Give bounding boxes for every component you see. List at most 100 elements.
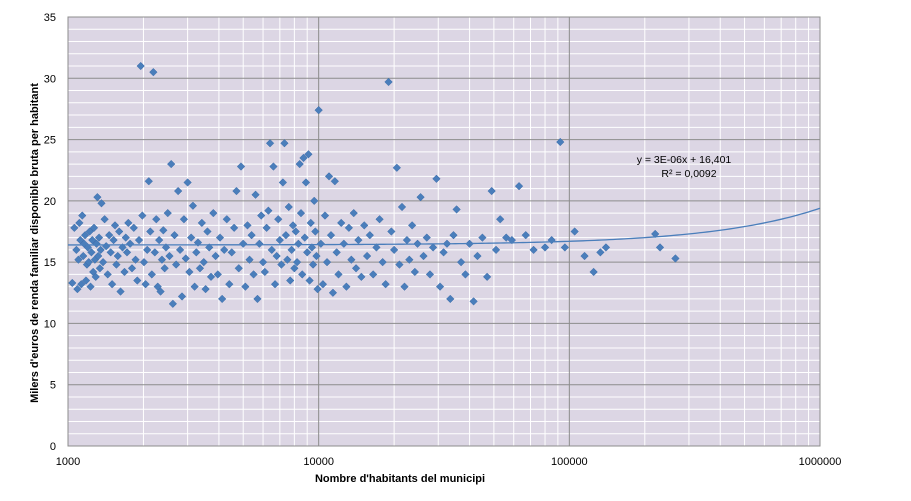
- y-axis-title: Milers d'euros de renda familiar disponi…: [29, 83, 41, 403]
- data-point: [113, 251, 122, 261]
- data-point: [217, 294, 227, 304]
- y-tick-label: 0: [50, 441, 56, 453]
- data-point: [258, 257, 268, 267]
- data-point: [107, 280, 117, 289]
- data-point: [146, 227, 155, 236]
- data-point: [68, 278, 77, 288]
- data-point: [239, 239, 248, 248]
- data-point: [449, 231, 458, 240]
- data-point: [312, 251, 321, 261]
- y-tick-labels: 0 5 10 15 20 25 30 35: [44, 12, 56, 453]
- data-point: [473, 251, 482, 261]
- data-point: [236, 162, 246, 171]
- data-point: [278, 178, 288, 187]
- data-point: [247, 231, 256, 240]
- data-point: [78, 211, 87, 220]
- data-point: [112, 260, 121, 269]
- data-point: [395, 260, 404, 269]
- data-point: [432, 174, 441, 183]
- data-point: [80, 231, 90, 240]
- data-point: [251, 190, 260, 199]
- data-point: [270, 280, 280, 289]
- data-point: [197, 218, 207, 228]
- data-point: [175, 245, 185, 255]
- x-axis-title: Nombre d'habitants del municipi: [315, 473, 485, 485]
- data-point: [400, 282, 409, 291]
- data-point: [192, 248, 201, 257]
- data-point: [160, 264, 169, 273]
- data-point: [253, 294, 262, 304]
- data-point: [213, 270, 222, 279]
- data-point: [446, 294, 455, 304]
- data-point: [109, 235, 118, 245]
- data-point: [264, 206, 273, 215]
- data-point: [286, 276, 295, 285]
- data-point: [229, 223, 239, 232]
- data-point: [262, 223, 271, 232]
- data-point: [124, 218, 133, 228]
- data-point: [389, 245, 399, 255]
- data-point: [337, 218, 346, 228]
- data-point: [288, 221, 298, 230]
- data-point: [144, 177, 153, 186]
- data-point: [381, 280, 390, 289]
- data-point: [188, 201, 198, 210]
- data-point: [171, 260, 181, 269]
- data-point: [369, 270, 378, 279]
- data-point: [126, 239, 135, 248]
- data-point: [136, 61, 145, 71]
- data-point: [384, 77, 393, 87]
- data-point: [507, 235, 517, 245]
- plot-background: [67, 16, 821, 447]
- data-point: [156, 287, 165, 296]
- x-tick-label: 10000: [303, 456, 334, 468]
- data-point: [83, 243, 93, 252]
- data-point: [177, 292, 187, 301]
- data-point: [97, 199, 106, 208]
- data-point: [300, 233, 309, 242]
- data-point: [92, 239, 101, 248]
- data-point: [487, 186, 496, 196]
- data-point: [138, 211, 147, 220]
- data-point: [514, 181, 524, 191]
- data-point: [469, 297, 478, 306]
- data-point: [326, 231, 336, 240]
- data-point: [357, 272, 366, 282]
- data-point: [295, 159, 304, 169]
- data-point: [344, 223, 354, 232]
- data-point: [249, 270, 258, 279]
- data-point: [435, 282, 445, 291]
- data-point: [209, 208, 218, 218]
- data-point: [187, 233, 196, 242]
- data-point: [203, 227, 212, 236]
- data-point: [70, 223, 79, 232]
- data-point: [301, 178, 311, 187]
- x-tick-labels: 1000 10000 100000 1000000: [56, 456, 842, 468]
- data-point: [84, 257, 93, 267]
- data-point: [387, 227, 396, 236]
- x-tick-label: 1000000: [799, 456, 842, 468]
- data-point: [72, 245, 81, 255]
- data-point: [267, 245, 276, 255]
- data-point: [284, 202, 293, 212]
- data-point: [215, 233, 225, 242]
- trendline-label: y = 3E-06x + 16,401 R² = 0,0092: [637, 154, 732, 180]
- data-point: [190, 282, 199, 291]
- data-point: [201, 284, 210, 294]
- data-point: [147, 270, 156, 279]
- y-tick-label: 30: [44, 73, 56, 85]
- data-point: [220, 245, 229, 255]
- data-point: [596, 248, 605, 257]
- data-point: [257, 211, 266, 220]
- data-point: [316, 239, 325, 248]
- data-point: [269, 162, 278, 171]
- y-tick-label: 20: [44, 196, 56, 208]
- data-point: [122, 248, 132, 257]
- data-point: [165, 251, 174, 261]
- data-point: [589, 267, 598, 277]
- data-point: [324, 172, 334, 181]
- data-point: [320, 211, 330, 220]
- data-point: [351, 264, 361, 273]
- x-tick-label: 1000: [56, 456, 80, 468]
